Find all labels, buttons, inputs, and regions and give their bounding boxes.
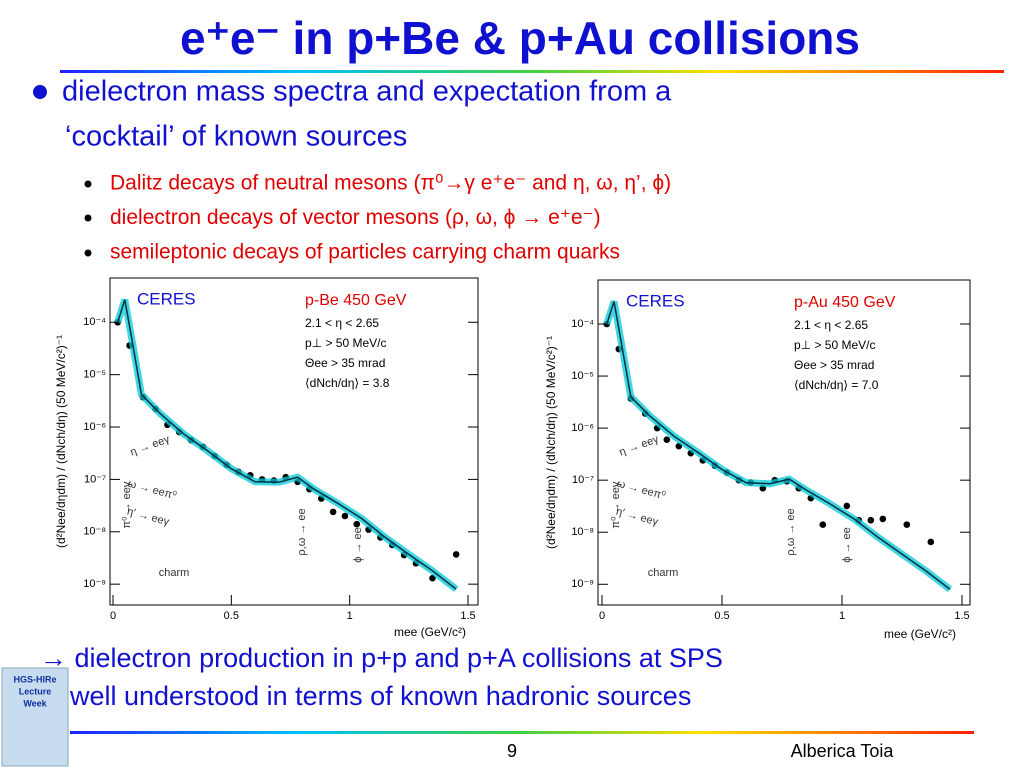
data-point — [353, 520, 361, 528]
annotation: p⊥ > 50 MeV/c — [305, 336, 387, 350]
title-rule — [60, 70, 1004, 73]
conclusion-text: well understood in terms of known hadron… — [69, 681, 691, 711]
annotation: CERES — [137, 289, 196, 308]
y-tick-label: 10⁻⁶ — [83, 421, 106, 433]
annotation: p-Be 450 GeV — [305, 292, 407, 309]
y-tick-label: 10⁻⁷ — [84, 473, 106, 485]
annotation: 2.1 < η < 2.65 — [305, 316, 379, 330]
component-label: ϕ → ee — [841, 527, 853, 563]
component-label: π⁰ → eeγ — [121, 481, 133, 528]
data-point — [843, 502, 851, 510]
data-point — [867, 516, 875, 524]
x-axis-label: mee (GeV/c²) — [394, 625, 466, 639]
y-tick-label: 10⁻⁸ — [571, 526, 594, 538]
y-tick-label: 10⁻⁶ — [571, 422, 594, 434]
data-point — [879, 515, 887, 523]
data-point — [903, 521, 911, 528]
y-tick-label: 10⁻⁹ — [571, 578, 594, 590]
y-axis-label: (d²Nee/dηdm) / (dNch/dη) (50 MeV/c²)⁻¹ — [544, 336, 558, 549]
data-point — [341, 512, 349, 520]
annotation: ⟨dNch/dη⟩ = 7.0 — [794, 378, 879, 392]
annotation: 2.1 < η < 2.65 — [794, 318, 868, 332]
x-tick-label: 1.5 — [954, 610, 969, 622]
x-tick-label: 1 — [347, 610, 353, 622]
conclusion-text: → dielectron production in p+p and p+A c… — [40, 643, 723, 673]
component-label: ρ,ω → ee — [785, 508, 797, 555]
y-tick-label: 10⁻⁹ — [83, 578, 106, 590]
x-axis-label: mee (GeV/c²) — [884, 627, 956, 641]
data-point — [819, 521, 827, 528]
cocktail-line — [606, 301, 951, 590]
x-tick-label: 1 — [839, 610, 845, 622]
bullet-dot — [84, 180, 92, 188]
data-point — [927, 538, 935, 546]
annotation: p⊥ > 50 MeV/c — [794, 338, 876, 352]
bullet-dot — [84, 214, 92, 222]
data-point — [329, 508, 337, 516]
component-label: π⁰ → eeγ — [610, 481, 622, 528]
y-axis-label: (d²Nee/dηdm) / (dNch/dη) (50 MeV/c²)⁻¹ — [54, 335, 68, 548]
x-tick-label: 0 — [599, 610, 605, 622]
x-tick-label: 0.5 — [714, 610, 729, 622]
x-tick-label: 0 — [110, 610, 116, 622]
logo-text: Week — [23, 698, 47, 708]
component-label: ϕ → ee — [352, 527, 364, 563]
bullet-text: dielectron mass spectra and expectation … — [62, 76, 672, 108]
x-tick-label: 0.5 — [224, 610, 239, 622]
data-point — [452, 551, 460, 558]
plot-frame — [109, 277, 479, 606]
annotation: Θee > 35 mrad — [305, 356, 385, 370]
x-tick-label: 1.5 — [460, 610, 475, 622]
logo-text: Lecture — [19, 686, 52, 696]
annotation: Θee > 35 mrad — [794, 358, 874, 372]
data-point — [429, 574, 436, 582]
component-label: charm — [159, 567, 190, 579]
sub-bullet-text: Dalitz decays of neutral mesons (π⁰→γ e⁺… — [110, 172, 671, 195]
author: Alberica Toia — [791, 741, 895, 761]
logo-box — [1, 667, 69, 767]
page-number: 9 — [507, 741, 517, 761]
cocktail-line — [116, 299, 457, 590]
component-label: ρ,ω → ee — [296, 508, 308, 555]
annotation: p-Au 450 GeV — [794, 294, 896, 311]
y-tick-label: 10⁻⁷ — [572, 474, 594, 486]
bullet-dot — [84, 249, 92, 257]
annotation: ⟨dNch/dη⟩ = 3.8 — [305, 376, 390, 390]
slide-title: e⁺e⁻ in p+Be & p+Au collisions — [180, 12, 860, 64]
bullet-dot — [33, 85, 47, 99]
sub-bullet-text: dielectron decays of vector mesons (ρ, ω… — [110, 206, 601, 229]
y-tick-label: 10⁻⁴ — [571, 318, 594, 330]
y-tick-label: 10⁻⁵ — [83, 369, 106, 381]
footer-rule — [70, 731, 974, 734]
data-point — [663, 436, 671, 443]
annotation: CERES — [626, 291, 685, 310]
y-tick-label: 10⁻⁵ — [571, 370, 594, 382]
y-tick-label: 10⁻⁸ — [83, 526, 106, 538]
bullet-text: ‘cocktail’ of known sources — [65, 121, 407, 153]
y-tick-label: 10⁻⁴ — [83, 316, 106, 328]
logo-text: HGS-HIRe — [13, 674, 56, 684]
sub-bullet-text: semileptonic decays of particles carryin… — [110, 241, 620, 264]
component-label: charm — [648, 567, 679, 579]
plot-frame — [597, 279, 971, 606]
